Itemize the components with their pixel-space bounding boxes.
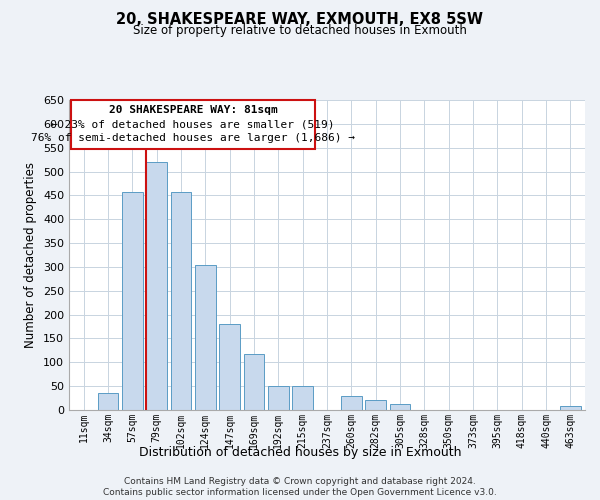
Bar — [292, 386, 313, 410]
Bar — [341, 396, 362, 410]
Bar — [219, 324, 240, 410]
Bar — [268, 386, 289, 410]
Text: 76% of semi-detached houses are larger (1,686) →: 76% of semi-detached houses are larger (… — [31, 133, 355, 143]
Bar — [389, 404, 410, 410]
Text: Distribution of detached houses by size in Exmouth: Distribution of detached houses by size … — [139, 446, 461, 459]
Bar — [122, 192, 143, 410]
Text: Contains public sector information licensed under the Open Government Licence v3: Contains public sector information licen… — [103, 488, 497, 497]
Bar — [560, 406, 581, 410]
Text: ← 23% of detached houses are smaller (519): ← 23% of detached houses are smaller (51… — [52, 120, 335, 130]
Bar — [195, 264, 215, 410]
Text: Contains HM Land Registry data © Crown copyright and database right 2024.: Contains HM Land Registry data © Crown c… — [124, 476, 476, 486]
Text: Size of property relative to detached houses in Exmouth: Size of property relative to detached ho… — [133, 24, 467, 37]
Bar — [170, 192, 191, 410]
Bar — [365, 400, 386, 410]
Text: 20 SHAKESPEARE WAY: 81sqm: 20 SHAKESPEARE WAY: 81sqm — [109, 105, 278, 115]
Y-axis label: Number of detached properties: Number of detached properties — [25, 162, 37, 348]
Bar — [146, 162, 167, 410]
FancyBboxPatch shape — [71, 100, 315, 149]
Text: 20, SHAKESPEARE WAY, EXMOUTH, EX8 5SW: 20, SHAKESPEARE WAY, EXMOUTH, EX8 5SW — [116, 12, 484, 28]
Bar — [244, 354, 265, 410]
Bar — [98, 394, 118, 410]
